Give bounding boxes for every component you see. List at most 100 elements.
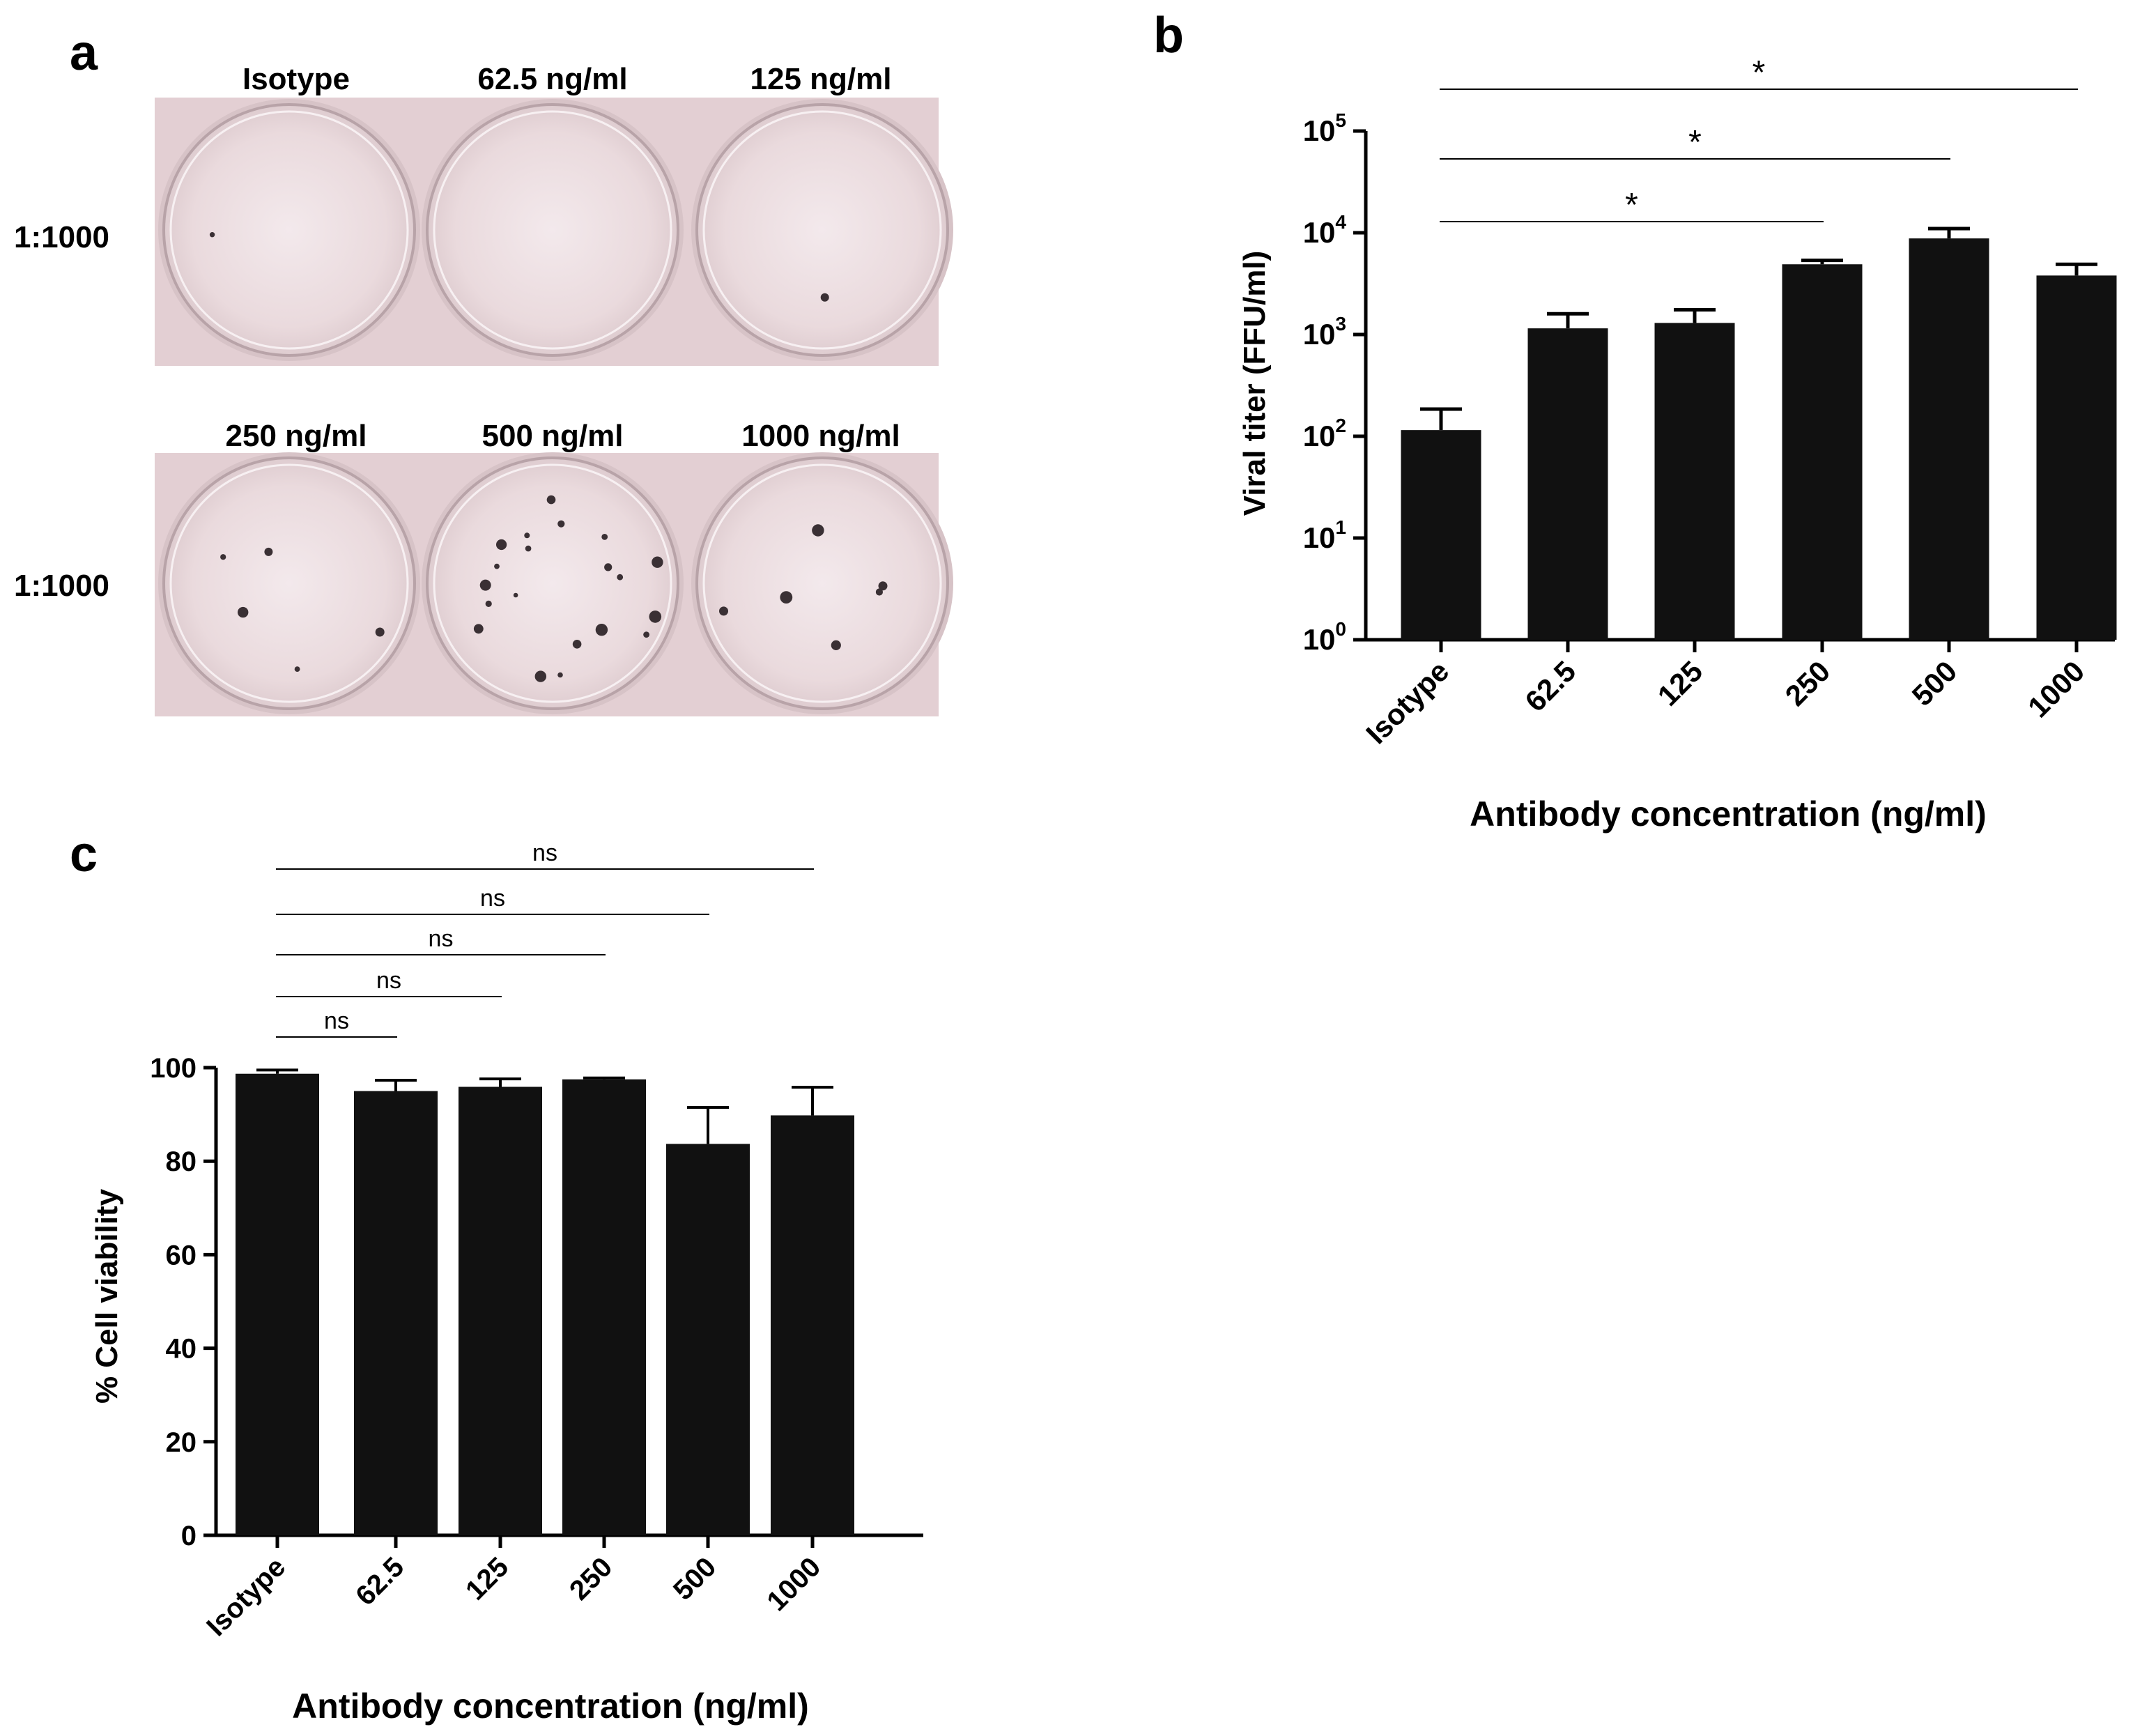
row-label-dilution: 1:1000	[14, 220, 109, 254]
y-axis-label: % Cell viability	[90, 1188, 124, 1404]
x-tick-label: 250	[1779, 654, 1837, 712]
virus-focus	[719, 606, 728, 616]
y-tick-label: 105	[1303, 109, 1346, 147]
virus-focus	[617, 574, 624, 581]
virus-focus	[238, 606, 249, 618]
well-label: 250 ng/ml	[226, 419, 367, 453]
y-tick-label: 40	[166, 1334, 197, 1365]
well	[695, 103, 949, 357]
virus-focus	[494, 563, 500, 569]
virus-focus	[595, 624, 608, 636]
well	[426, 456, 679, 710]
bar	[1527, 328, 1608, 640]
virus-focus	[525, 545, 532, 552]
well-inner-ring	[702, 463, 942, 703]
virus-focus	[572, 640, 582, 649]
significance-label: *	[1688, 124, 1702, 161]
virus-focus	[878, 581, 888, 591]
well-inner-ring	[433, 110, 672, 350]
y-tick-label: 60	[166, 1240, 197, 1270]
panel-label-b: b	[1153, 8, 1184, 63]
x-tick-label: 125	[1651, 654, 1709, 712]
virus-focus	[479, 579, 491, 591]
virus-focus	[534, 670, 546, 682]
significance-label: ns	[324, 1008, 349, 1034]
well	[695, 456, 949, 710]
virus-focus	[601, 534, 608, 540]
bar	[459, 1086, 542, 1535]
well-inner-ring	[702, 110, 942, 350]
x-tick-label: 62.5	[350, 1551, 410, 1611]
well-inner-ring	[433, 463, 672, 703]
x-tick-label: 1000	[761, 1551, 826, 1617]
well	[426, 103, 679, 357]
row-label-dilution: 1:1000	[14, 569, 109, 603]
virus-focus	[209, 232, 215, 238]
y-tick-label: 104	[1303, 211, 1347, 249]
significance-label: *	[1625, 187, 1638, 224]
significance-label: ns	[480, 885, 505, 912]
bar	[1654, 323, 1735, 640]
well-label: 125 ng/ml	[750, 62, 892, 96]
virus-focus	[485, 600, 492, 608]
x-tick-label: 125	[460, 1551, 514, 1606]
bar	[236, 1073, 319, 1535]
y-axis-label: Viral titer (FFU/ml)	[1238, 251, 1272, 516]
virus-focus	[294, 666, 300, 672]
well-label: 1000 ng/ml	[741, 419, 900, 453]
virus-focus	[831, 640, 841, 651]
y-tick-label: 0	[181, 1521, 197, 1551]
y-tick-label: 100	[1303, 618, 1346, 656]
significance-label: ns	[376, 967, 401, 994]
well	[162, 103, 416, 357]
x-tick-label: 500	[1906, 654, 1964, 712]
virus-focus	[524, 532, 530, 539]
bar	[1909, 238, 1989, 640]
virus-focus	[496, 539, 507, 551]
virus-focus	[513, 592, 518, 598]
bar	[1401, 430, 1481, 640]
bar	[771, 1115, 854, 1535]
virus-focus	[652, 556, 663, 568]
panel-label-c: c	[70, 827, 98, 882]
virus-focus	[375, 627, 385, 637]
virus-focus	[557, 672, 563, 678]
x-tick-label: 62.5	[1518, 654, 1582, 718]
virus-focus	[220, 554, 226, 560]
panel-label-a: a	[70, 25, 98, 81]
panel-a-wells: Isotype 62.5 ng/ml 125 ng/ml 250 ng/ml 5…	[14, 62, 953, 716]
bar	[562, 1079, 646, 1535]
bar	[2036, 275, 2117, 640]
virus-focus	[264, 547, 273, 556]
x-axis-label: Antibody concentration (ng/ml)	[292, 1687, 809, 1726]
significance-label: ns	[532, 840, 557, 866]
y-tick-label: 20	[166, 1427, 197, 1458]
well-inner-ring	[169, 110, 409, 350]
panel-b-viral-titer-chart: Viral titer (FFU/ml) Antibody concentrat…	[1238, 54, 2117, 834]
well-label: 500 ng/ml	[482, 419, 624, 453]
x-tick-label: 1000	[2021, 654, 2090, 723]
virus-focus	[820, 293, 829, 302]
x-tick-label: Isotype	[1360, 654, 1455, 750]
panel-c-cell-viability-chart: % Cell viability Antibody concentration …	[90, 840, 923, 1726]
bar	[666, 1144, 750, 1535]
virus-focus	[875, 588, 883, 596]
y-tick-label: 80	[166, 1146, 197, 1177]
bar	[1782, 264, 1863, 640]
x-tick-label: 500	[668, 1551, 722, 1606]
bar	[354, 1091, 438, 1535]
x-axis-label: Antibody concentration (ng/ml)	[1470, 794, 1987, 834]
virus-focus	[557, 520, 565, 528]
virus-focus	[649, 610, 662, 623]
virus-focus	[643, 631, 649, 638]
y-tick-label: 100	[150, 1053, 197, 1084]
virus-focus	[604, 563, 613, 571]
well-label: Isotype	[242, 62, 350, 96]
significance-label: ns	[429, 925, 454, 952]
x-tick-label: 250	[564, 1551, 618, 1606]
well-label: 62.5 ng/ml	[477, 62, 627, 96]
x-tick-label: Isotype	[201, 1551, 291, 1642]
well	[162, 456, 416, 710]
virus-focus	[546, 495, 556, 505]
